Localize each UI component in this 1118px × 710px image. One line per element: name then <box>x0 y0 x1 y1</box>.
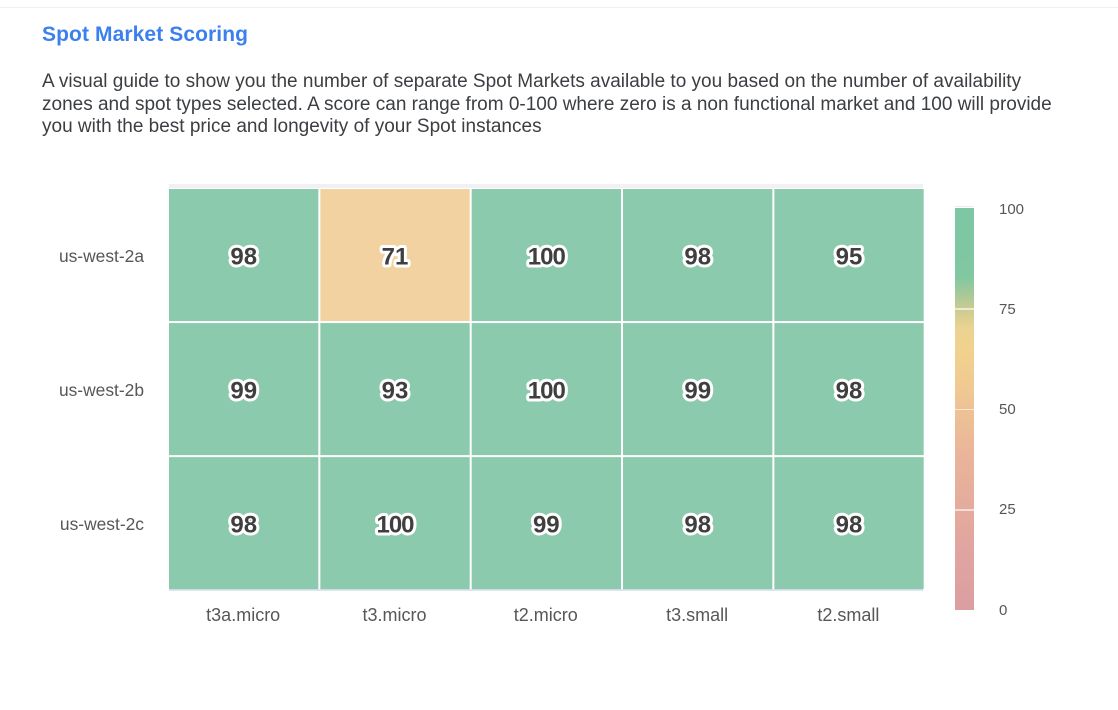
svg-text:100: 100 <box>376 511 414 538</box>
svg-text:98: 98 <box>230 511 257 538</box>
svg-text:93: 93 <box>381 377 408 404</box>
svg-text:98: 98 <box>684 511 711 538</box>
svg-text:98: 98 <box>684 243 711 270</box>
svg-text:100: 100 <box>376 511 414 538</box>
svg-text:99: 99 <box>230 377 257 404</box>
svg-text:98: 98 <box>230 243 257 270</box>
svg-text:71: 71 <box>381 243 408 270</box>
svg-text:95: 95 <box>835 243 862 270</box>
svg-text:99: 99 <box>532 511 559 538</box>
svg-text:98: 98 <box>835 511 862 538</box>
svg-text:98: 98 <box>230 511 257 538</box>
svg-text:99: 99 <box>684 377 711 404</box>
svg-text:98: 98 <box>684 243 711 270</box>
svg-text:99: 99 <box>532 511 559 538</box>
svg-text:99: 99 <box>230 377 257 404</box>
svg-text:95: 95 <box>835 243 862 270</box>
svg-text:98: 98 <box>684 511 711 538</box>
svg-text:98: 98 <box>835 511 862 538</box>
svg-text:98: 98 <box>230 243 257 270</box>
svg-text:98: 98 <box>835 377 862 404</box>
svg-text:100: 100 <box>527 243 565 270</box>
svg-text:93: 93 <box>381 377 408 404</box>
svg-text:100: 100 <box>527 377 565 404</box>
svg-text:100: 100 <box>527 377 565 404</box>
svg-text:71: 71 <box>381 243 408 270</box>
svg-text:98: 98 <box>835 377 862 404</box>
svg-text:100: 100 <box>527 243 565 270</box>
svg-text:99: 99 <box>684 377 711 404</box>
